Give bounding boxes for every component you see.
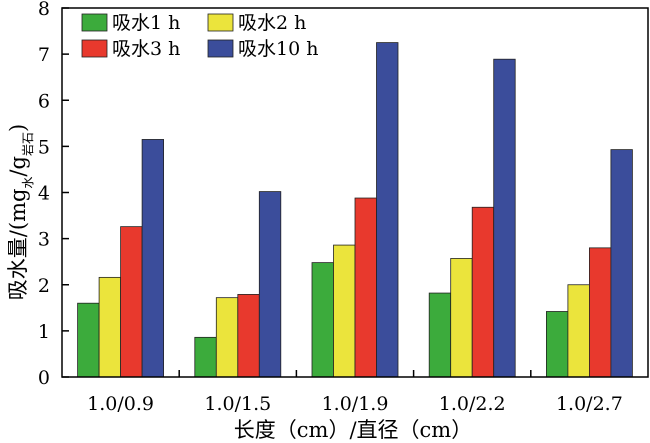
- x-axis-ticks: 1.0/0.9 1.0/1.5 1.0/1.9 1.0/2.2 1.0/2.7: [87, 370, 623, 415]
- legend-swatch: [81, 13, 108, 32]
- bar: [237, 294, 260, 378]
- y-axis-label: 吸水量/(mg水/g岩石): [6, 124, 35, 300]
- y-tick-label: 2: [38, 275, 50, 297]
- y-axis-label-end: ): [6, 124, 30, 132]
- bar: [493, 58, 516, 378]
- y-tick-label: 0: [38, 367, 50, 389]
- bar: [120, 226, 143, 378]
- legend-label: 吸水1 h: [112, 12, 180, 34]
- bar: [258, 191, 282, 378]
- legend-swatch: [81, 39, 108, 58]
- y-axis-label-sub1: 水: [21, 177, 35, 189]
- x-tick-label: 1.0/2.7: [556, 393, 623, 415]
- bar: [567, 284, 590, 378]
- bar: [311, 262, 334, 378]
- y-tick-label: 1: [38, 321, 50, 343]
- legend-label: 吸水10 h: [238, 38, 318, 60]
- legend-label: 吸水3 h: [112, 38, 180, 60]
- x-tick-label: 1.0/1.5: [204, 393, 271, 415]
- bar: [333, 244, 356, 378]
- y-tick-label: 5: [38, 136, 50, 158]
- y-tick-label: 3: [38, 229, 50, 251]
- y-tick-label: 4: [38, 183, 50, 205]
- legend-swatch: [207, 39, 234, 58]
- y-axis-label-mid: /g: [6, 156, 30, 177]
- y-axis-label-sub2: 岩石: [20, 132, 35, 156]
- bar: [546, 311, 569, 378]
- y-tick-label: 6: [38, 90, 50, 112]
- bar: [77, 302, 100, 378]
- legend-swatch: [207, 13, 234, 32]
- y-tick-label: 7: [38, 44, 50, 66]
- bar: [376, 42, 399, 378]
- bar: [610, 149, 633, 378]
- bars-layer: [77, 42, 633, 378]
- bar: [141, 139, 165, 378]
- y-axis-label-main: 吸水量/(mg: [6, 189, 30, 301]
- x-tick-label: 1.0/0.9: [87, 393, 154, 415]
- bar: [428, 292, 452, 378]
- x-axis-label: 长度（cm）/直径（cm）: [234, 418, 472, 442]
- x-tick-label: 1.0/1.9: [322, 393, 389, 415]
- bar: [98, 276, 121, 378]
- legend-label: 吸水2 h: [238, 12, 306, 34]
- y-tick-label: 8: [38, 0, 50, 20]
- bar: [215, 297, 239, 378]
- bar: [450, 258, 473, 378]
- x-tick-label: 1.0/2.2: [439, 393, 506, 415]
- bar: [471, 206, 495, 378]
- bar: [194, 336, 217, 378]
- bar: [589, 247, 612, 378]
- bar: [354, 197, 377, 378]
- y-axis-ticks: 0 1 2 3 4 5 6 7 8: [38, 0, 69, 389]
- legend: 吸水1 h 吸水2 h 吸水3 h 吸水10 h: [81, 12, 318, 60]
